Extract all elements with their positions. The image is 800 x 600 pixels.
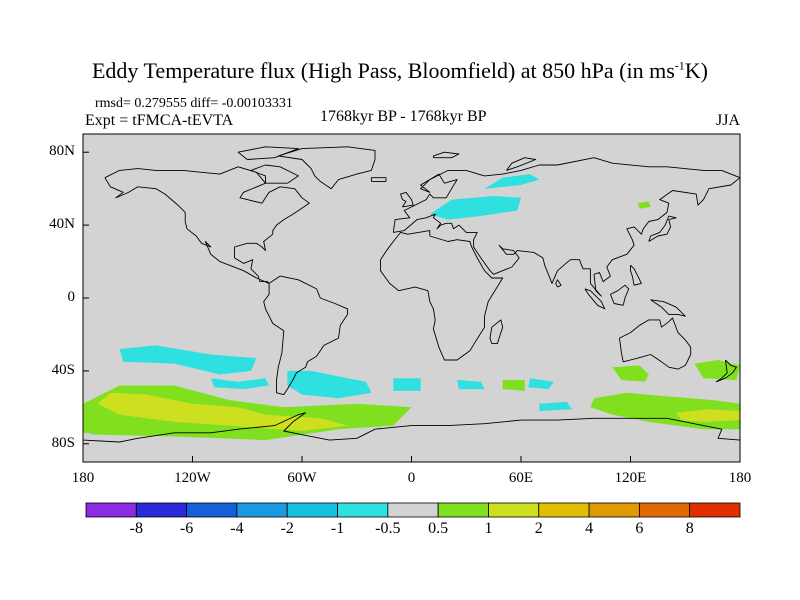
coastline-north-america [104,166,310,284]
coastline-novaya-zemlya [506,157,537,171]
coastline-africa [380,230,504,361]
coastline-borneo [609,284,630,306]
y-tick-label: 40N [49,216,75,233]
coastline-iceland [370,177,387,182]
coastline-greenland [278,146,376,190]
y-tick-label: 80N [49,143,75,160]
coastline-japan [648,215,677,242]
coastline-eurasia [392,157,741,297]
coastline-sumatra [584,288,606,310]
season-label: JJA [716,112,741,129]
colorbar-label: 2 [534,520,543,537]
coastline-new-guinea [650,299,686,317]
coastline-ellesmere [237,146,299,160]
plot-title: Eddy Temperature flux (High Pass, Bloomf… [0,58,800,84]
x-tick-label: 60E [508,470,534,486]
colorbar-label: 8 [685,520,694,537]
colorbar-label: 4 [585,520,594,537]
colorbar-label: -1 [330,520,345,537]
anomaly-cyan-n-europe [484,174,540,189]
tick-layer [82,151,741,462]
anomaly-cyan-s-indian-3 [539,401,573,411]
anomaly-cyan-s-atlantic-east [393,378,421,391]
colorbar-label: 1 [484,520,493,537]
colorbar-label: -6 [179,520,194,537]
anomaly-cyan-s-indian [457,380,485,390]
coastline-philippines [630,264,642,286]
anomaly-layer [83,174,740,441]
coastline-svalbard [432,151,460,159]
x-tick-label: 120W [174,470,211,486]
coastline-baffin [250,164,299,184]
anomaly-yellow-southern-ocean-indian [676,409,740,422]
x-tick-label: 0 [407,470,416,486]
coastline-south-america [263,275,349,396]
colorbar-label: -2 [280,520,294,537]
anomaly-cyan-s-atlantic [287,370,372,399]
coastline-layer [82,146,741,443]
colorbar-label: 6 [635,520,644,537]
title-end-text: K) [684,58,708,83]
x-tick-label: 60W [287,470,317,486]
colorbar-label: 0.5 [428,520,449,537]
y-tick-label: 0 [67,289,76,305]
colorbar-label: -4 [230,520,244,537]
anomaly-cyan-s-indian-2 [528,378,554,390]
y-tick-label: 40S [51,361,75,378]
title-main-text: Eddy Temperature flux (High Pass, Bloomf… [91,58,675,83]
y-tick-label: 80S [51,434,75,451]
period-label: 1768kyr BP - 1768kyr BP [320,108,487,125]
anomaly-green-n-pacific-small [637,201,651,209]
stats-text: rmsd= 0.279555 diff= -0.00103331 [95,96,293,111]
anomaly-cyan-se-pacific [210,378,270,390]
anomaly-cyan-s-pacific [119,345,257,375]
colorbar-label: -8 [129,520,143,537]
experiment-label: Expt = tFMCA-tEVTA [85,112,234,129]
coastline-antarctica [82,412,741,443]
x-tick-label: 120E [614,470,647,486]
coastline-sri-lanka [555,279,562,288]
anomaly-cyan-europe-asia [429,196,521,220]
coastline-australia [619,317,692,370]
title-superscript: -1 [674,58,685,73]
coastline-uk [400,191,414,208]
anomaly-yellow-southern-ocean-pacific [97,392,348,431]
coastline-new-zealand [715,359,737,383]
coastline-madagascar [489,319,504,345]
x-tick-label: 180 [71,470,95,486]
anomaly-green-australia-south [612,365,649,382]
colorbar-label: -0.5 [375,520,401,537]
anomaly-green-s-indian-mid [502,380,525,391]
anomaly-green-east-australia [694,360,740,380]
x-tick-label: 180 [728,470,752,486]
